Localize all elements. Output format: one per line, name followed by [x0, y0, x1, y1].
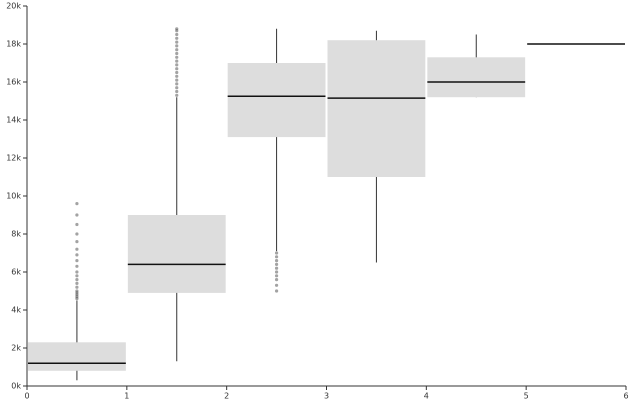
- outlier: [75, 264, 79, 268]
- y-tick-label: 16k: [6, 78, 21, 87]
- outlier: [75, 270, 79, 274]
- outlier: [75, 297, 79, 301]
- outlier: [175, 74, 179, 78]
- outlier: [75, 202, 79, 206]
- outlier: [175, 70, 179, 75]
- outlier: [175, 51, 179, 56]
- box: [28, 342, 126, 371]
- outlier: [175, 27, 179, 31]
- outlier: [274, 255, 279, 259]
- y-tick-label: 6k: [11, 268, 21, 277]
- outlier: [75, 291, 79, 295]
- y-tick-label: 14k: [6, 116, 21, 125]
- x-tick-label: 2: [224, 392, 229, 401]
- y-tick-label: 20k: [6, 2, 21, 11]
- outlier: [274, 274, 279, 278]
- box: [427, 57, 526, 98]
- outlier: [175, 29, 179, 33]
- outlier: [75, 232, 79, 236]
- outlier: [75, 278, 79, 282]
- y-tick-label: 10k: [6, 192, 21, 201]
- outlier: [175, 82, 179, 86]
- outlier: [75, 281, 79, 285]
- y-tick-label: 0k: [11, 382, 21, 391]
- outlier: [75, 274, 79, 278]
- outlier: [175, 89, 179, 94]
- outlier: [75, 240, 79, 244]
- outlier: [75, 247, 79, 251]
- outlier: [175, 78, 179, 82]
- outlier: [75, 289, 79, 293]
- box: [227, 63, 326, 138]
- outlier: [75, 295, 79, 299]
- x-tick-label: 0: [24, 392, 29, 401]
- outlier: [175, 63, 179, 67]
- x-tick-label: 5: [524, 392, 529, 401]
- outlier: [75, 213, 79, 217]
- y-tick-label: 2k: [11, 344, 21, 353]
- outlier: [75, 222, 79, 227]
- outlier: [175, 59, 179, 63]
- outlier: [175, 48, 179, 52]
- outlier: [175, 93, 179, 97]
- outlier: [75, 293, 79, 297]
- x-tick-label: 3: [324, 392, 329, 401]
- y-tick-label: 18k: [6, 40, 21, 49]
- outlier: [75, 253, 79, 257]
- x-tick-label: 6: [623, 392, 628, 401]
- outlier: [274, 259, 279, 263]
- outlier: [274, 270, 279, 274]
- box: [127, 215, 226, 293]
- outlier: [175, 32, 179, 37]
- y-tick-label: 4k: [11, 306, 21, 315]
- y-tick-label: 8k: [11, 230, 21, 239]
- outlier: [175, 44, 179, 48]
- outlier: [274, 283, 279, 287]
- outlier: [175, 55, 179, 59]
- box: [327, 40, 426, 178]
- outlier: [175, 40, 179, 44]
- y-tick-label: 12k: [6, 154, 21, 163]
- outlier: [274, 251, 279, 255]
- outlier: [274, 262, 279, 266]
- outlier: [274, 289, 279, 293]
- outlier: [274, 278, 279, 282]
- outlier: [75, 259, 79, 263]
- outlier: [175, 86, 179, 90]
- outlier: [175, 67, 179, 71]
- x-tick-label: 4: [424, 392, 429, 401]
- outlier: [274, 266, 279, 270]
- x-tick-label: 1: [124, 392, 129, 401]
- outlier: [175, 36, 179, 40]
- outlier: [75, 285, 79, 289]
